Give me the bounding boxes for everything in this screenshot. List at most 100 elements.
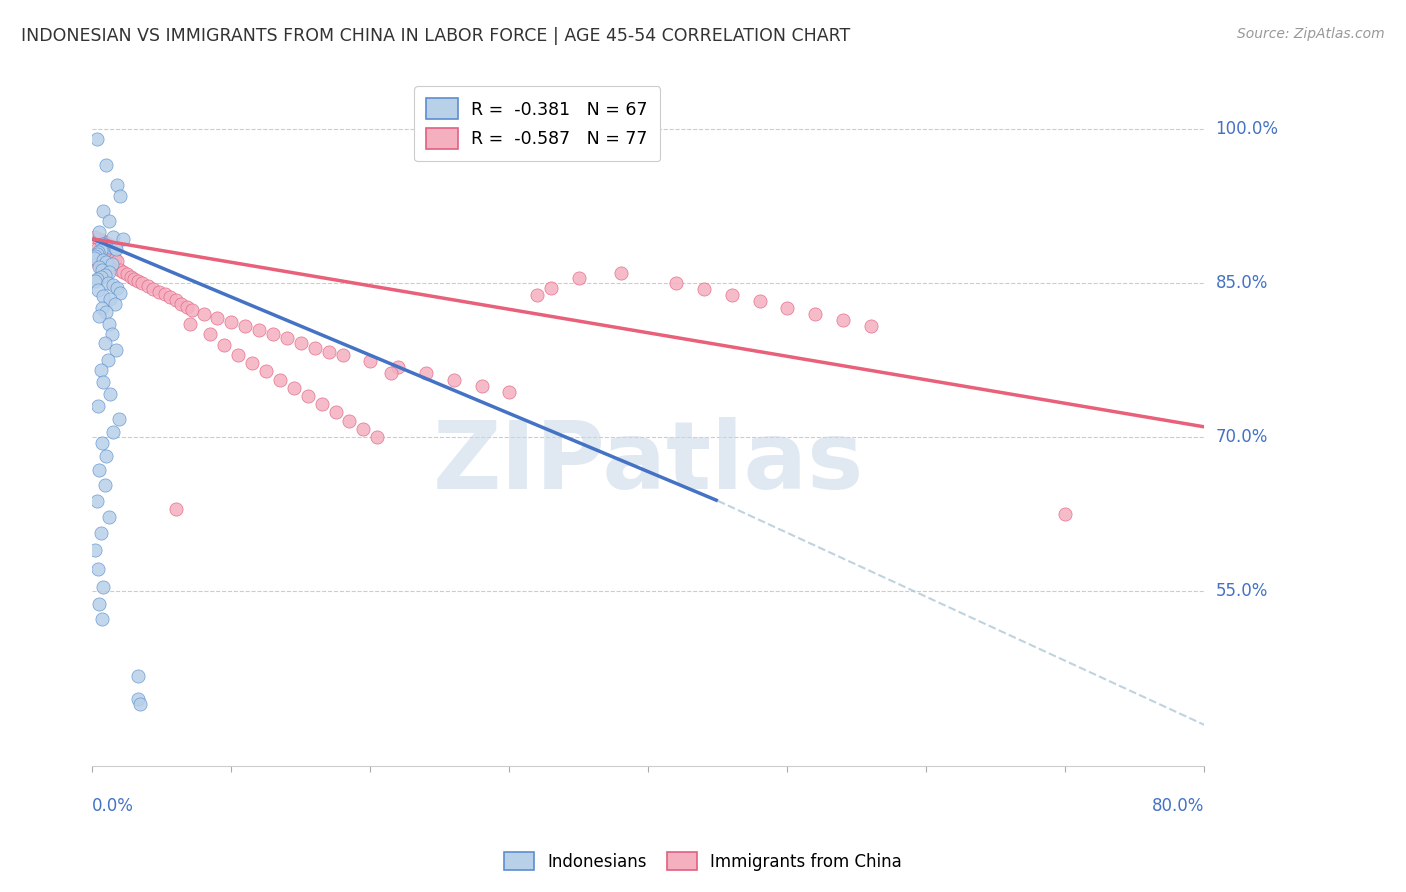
Point — [98, 265, 121, 279]
Point — [568, 270, 591, 285]
Point — [94, 268, 117, 282]
Text: 85.0%: 85.0% — [1216, 274, 1268, 292]
Point — [89, 597, 111, 611]
Point — [254, 364, 277, 378]
Point — [720, 288, 742, 302]
Point — [214, 337, 236, 351]
Point — [100, 293, 122, 307]
Point — [283, 381, 305, 395]
Point — [107, 411, 129, 425]
Point — [97, 239, 120, 253]
Point — [115, 267, 138, 281]
Point — [86, 132, 108, 146]
Point — [200, 327, 222, 342]
Point — [221, 315, 243, 329]
Point — [90, 363, 112, 377]
Point — [97, 248, 120, 262]
Point — [120, 269, 142, 284]
Point — [89, 225, 111, 239]
Point — [93, 253, 115, 268]
Point — [91, 259, 114, 273]
Point — [101, 250, 124, 264]
Point — [332, 348, 354, 362]
Point — [226, 348, 249, 362]
Point — [100, 260, 122, 275]
Point — [297, 389, 319, 403]
Point — [101, 278, 124, 293]
Point — [93, 375, 115, 389]
Point — [804, 307, 827, 321]
Point — [443, 373, 465, 387]
Point — [471, 378, 494, 392]
Point — [148, 285, 170, 300]
Point — [91, 301, 114, 315]
Point — [86, 272, 108, 286]
Point — [170, 296, 193, 310]
Point — [89, 463, 111, 477]
Point — [108, 188, 131, 202]
Point — [84, 229, 107, 244]
Point — [101, 425, 124, 439]
Point — [269, 373, 291, 387]
Point — [103, 252, 125, 267]
Point — [91, 612, 114, 626]
Text: 70.0%: 70.0% — [1216, 428, 1268, 446]
Point — [415, 367, 437, 381]
Point — [108, 286, 131, 301]
Point — [89, 309, 111, 323]
Point — [103, 296, 125, 310]
Point — [165, 293, 187, 308]
Point — [87, 245, 110, 260]
Point — [193, 307, 215, 321]
Point — [86, 242, 108, 256]
Point — [96, 255, 118, 269]
Point — [91, 262, 114, 277]
Point — [127, 692, 149, 706]
Text: 55.0%: 55.0% — [1216, 582, 1268, 600]
Point — [776, 301, 799, 315]
Point — [832, 313, 855, 327]
Point — [84, 249, 107, 263]
Point — [90, 525, 112, 540]
Point — [136, 279, 159, 293]
Point — [127, 668, 149, 682]
Point — [233, 319, 256, 334]
Point — [101, 327, 124, 342]
Point — [83, 252, 105, 266]
Text: 100.0%: 100.0% — [1216, 120, 1278, 138]
Point — [97, 276, 120, 290]
Point — [94, 238, 117, 252]
Point — [176, 300, 198, 314]
Point — [91, 436, 114, 450]
Point — [318, 344, 340, 359]
Text: INDONESIAN VS IMMIGRANTS FROM CHINA IN LABOR FORCE | AGE 45-54 CORRELATION CHART: INDONESIAN VS IMMIGRANTS FROM CHINA IN L… — [21, 27, 851, 45]
Point — [104, 343, 127, 357]
Point — [96, 305, 118, 319]
Point — [87, 256, 110, 270]
Point — [339, 414, 361, 428]
Point — [159, 290, 181, 304]
Text: 80.0%: 80.0% — [1152, 797, 1205, 814]
Point — [89, 260, 111, 274]
Legend: R =  -0.381   N = 67, R =  -0.587   N = 77: R = -0.381 N = 67, R = -0.587 N = 77 — [415, 87, 661, 161]
Point — [325, 405, 347, 419]
Point — [748, 294, 770, 309]
Legend: Indonesians, Immigrants from China: Indonesians, Immigrants from China — [496, 844, 910, 880]
Point — [87, 283, 110, 297]
Point — [101, 240, 124, 254]
Point — [90, 243, 112, 257]
Point — [105, 281, 128, 295]
Point — [87, 400, 110, 414]
Point — [93, 204, 115, 219]
Point — [96, 158, 118, 172]
Point — [100, 240, 122, 254]
Point — [96, 235, 118, 250]
Point — [128, 698, 150, 712]
Point — [108, 262, 131, 277]
Point — [165, 502, 187, 516]
Point — [93, 580, 115, 594]
Point — [131, 276, 153, 290]
Point — [142, 282, 165, 296]
Point — [262, 327, 284, 342]
Point — [86, 247, 108, 261]
